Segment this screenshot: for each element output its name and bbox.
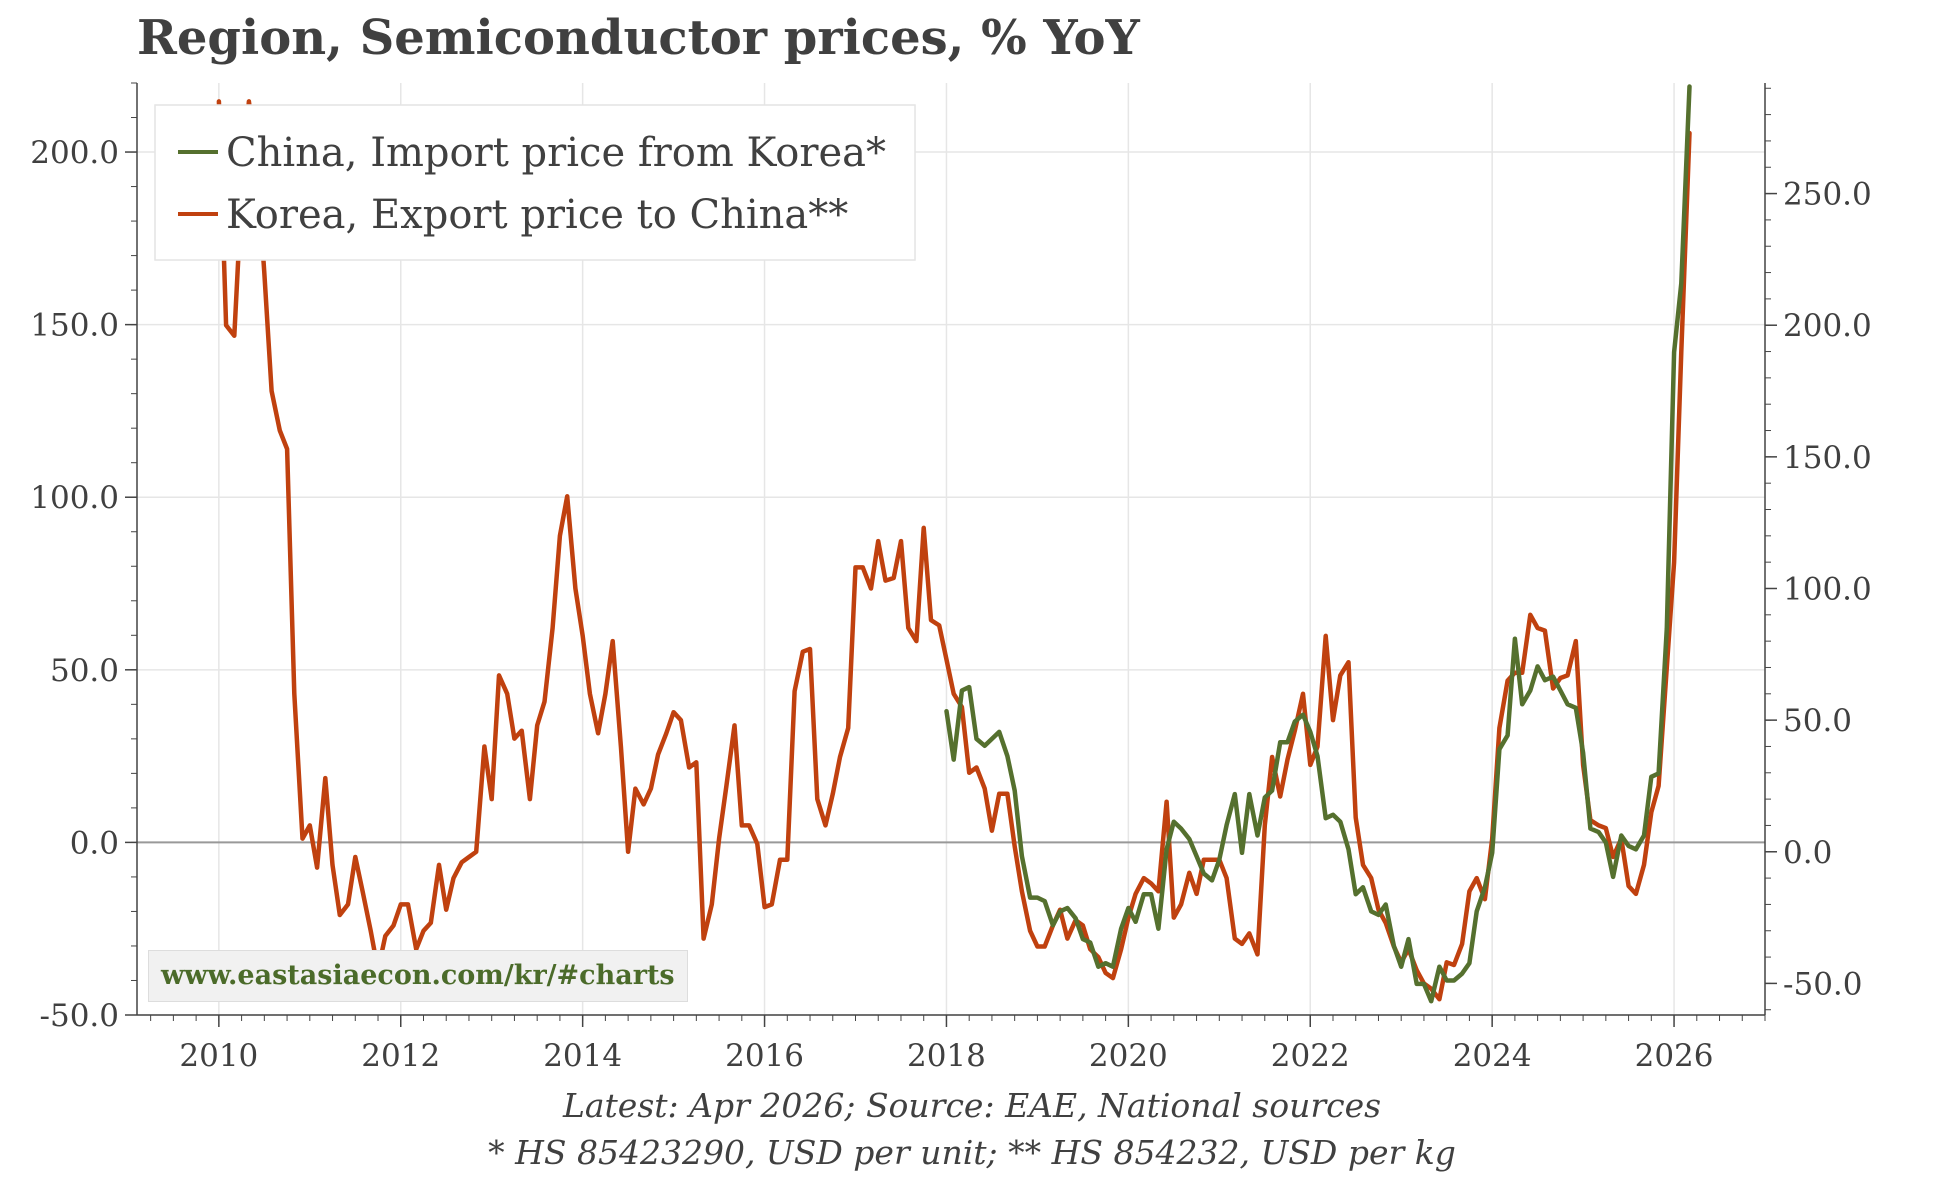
legend-label-china: China, Import price from Korea*: [226, 130, 886, 176]
x-tick-label: 2016: [725, 1038, 804, 1074]
legend-label-korea: Korea, Export price to China**: [226, 192, 848, 238]
y-left-tick-label: 50.0: [50, 653, 119, 689]
y-left-tick-label: 100.0: [30, 480, 119, 516]
y-left-tick-label: -50.0: [40, 998, 120, 1034]
y-right-tick-label: 0.0: [1783, 835, 1832, 871]
series-line-china-import: [944, 84, 1692, 1004]
x-tick-label: 2024: [1453, 1038, 1532, 1074]
tick-marks: [125, 82, 1777, 1027]
x-tick-label: 2014: [543, 1038, 622, 1074]
x-tick-label: 2026: [1635, 1038, 1714, 1074]
x-tick-label: 2022: [1271, 1038, 1350, 1074]
y-right-tick-label: 250.0: [1783, 177, 1872, 213]
chart-title: Region, Semiconductor prices, % YoY: [137, 10, 1140, 66]
axes: [136, 83, 1766, 1016]
y-left-tick-label: 0.0: [70, 825, 119, 861]
x-tick-label: 2012: [361, 1038, 440, 1074]
y-right-tick-label: 50.0: [1783, 703, 1852, 739]
tick-labels: 2010 2012 2014 2016 2018 2020 2022 2024 2026 -50.…: [30, 135, 1872, 1074]
y-left-tick-label: 150.0: [30, 308, 119, 344]
website-watermark: www.eastasiaecon.com/kr/#charts: [148, 950, 688, 1002]
series-lines: [216, 84, 1692, 1004]
y-right-tick-label: 150.0: [1783, 440, 1872, 476]
footnote-source: Latest: Apr 2026; Source: EAE, National …: [562, 1086, 1382, 1125]
x-tick-label: 2018: [907, 1038, 986, 1074]
legend: China, Import price from Korea* Korea, E…: [154, 104, 916, 261]
x-tick-label: 2020: [1089, 1038, 1168, 1074]
footnote-hs-codes: * HS 85423290, USD per unit; ** HS 85423…: [488, 1133, 1456, 1172]
legend-box: [154, 104, 916, 261]
y-right-tick-label: 100.0: [1783, 571, 1872, 607]
y-right-tick-label: -50.0: [1783, 966, 1863, 1002]
y-left-tick-label: 200.0: [30, 135, 119, 171]
x-tick-label: 2010: [179, 1038, 258, 1074]
y-right-tick-label: 200.0: [1783, 308, 1872, 344]
